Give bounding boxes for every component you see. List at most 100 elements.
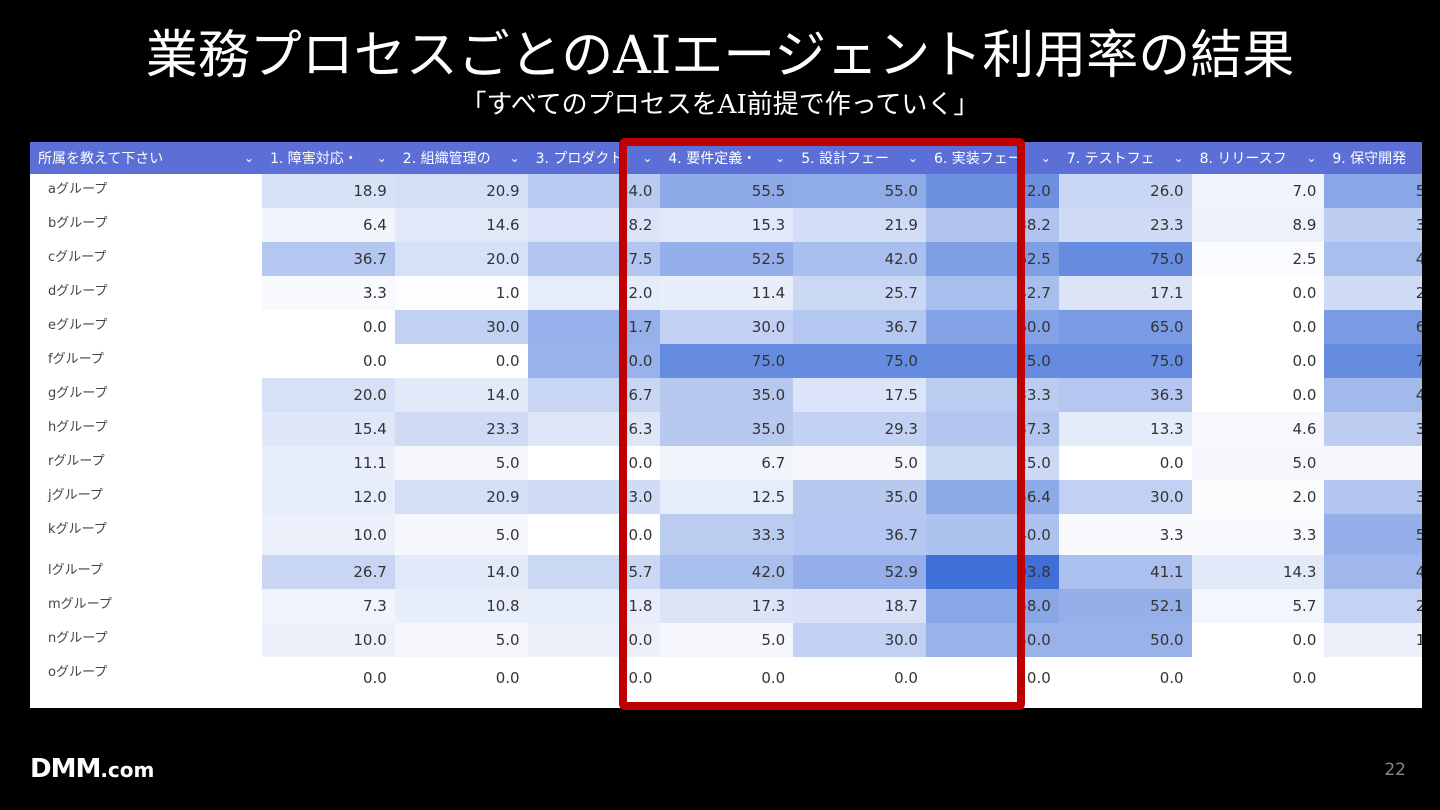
value-cell: 23.0: [527, 480, 661, 514]
value-cell: 8.9: [1191, 208, 1325, 242]
value-cell: 21.9: [793, 208, 926, 242]
value-cell: 75.0: [1058, 344, 1192, 378]
value-cell: 12.0: [262, 480, 395, 514]
group-label: rグループ: [30, 446, 262, 480]
column-header-label: 8. リリースフ: [1199, 151, 1287, 167]
value-cell: 14.6: [394, 208, 528, 242]
value-cell: 42.0: [793, 242, 926, 276]
chevron-down-icon[interactable]: ⌄: [509, 151, 520, 165]
value-cell: 55.0: [793, 174, 926, 208]
value-cell: 2.0: [1191, 480, 1325, 514]
dmm-logo: DMM.com: [30, 754, 155, 784]
column-header-label: 6. 実装フェー: [933, 151, 1022, 167]
value-cell: 17.3: [660, 589, 794, 623]
value-cell: 50.0: [1058, 623, 1192, 657]
value-cell: 6.7: [660, 446, 794, 480]
value-cell: 58.0: [925, 589, 1059, 623]
column-header-5[interactable]: 5. 設計フェー ⌄: [793, 142, 926, 174]
column-header-7[interactable]: 7. テストフェ ⌄: [1058, 142, 1192, 174]
value-cell: 2.5: [1191, 242, 1325, 276]
value-cell: 0.0: [1191, 378, 1325, 412]
value-cell: 51.7: [527, 310, 661, 344]
value-cell: 5.0: [394, 446, 528, 480]
chevron-down-icon[interactable]: ⌄: [1040, 151, 1051, 165]
value-cell: 11.8: [527, 589, 661, 623]
value-cell: 50.0: [527, 344, 661, 378]
value-cell: 7.3: [262, 589, 395, 623]
value-cell: 30.0: [1058, 480, 1192, 514]
column-header-label: 9. 保守開発: [1332, 151, 1407, 167]
value-cell: 57.8: [1324, 174, 1422, 208]
value-cell: 26.7: [262, 555, 395, 589]
group-label: cグループ: [30, 242, 262, 276]
column-header-4[interactable]: 4. 要件定義・ ⌄: [660, 142, 794, 174]
column-header-9[interactable]: 9. 保守開発⌄: [1324, 142, 1422, 174]
value-cell: 32.5: [1324, 412, 1422, 446]
value-cell: 28.7: [1324, 589, 1422, 623]
value-cell: 33.3: [660, 514, 794, 555]
value-cell: 0.0: [1324, 657, 1422, 699]
value-cell: 6.4: [262, 208, 395, 242]
value-cell: 5.7: [1191, 589, 1325, 623]
chevron-down-icon[interactable]: ⌄: [376, 151, 387, 165]
value-cell: 35.0: [660, 412, 794, 446]
value-cell: 5.0: [793, 446, 926, 480]
column-header-8[interactable]: 8. リリースフ ⌄: [1191, 142, 1325, 174]
value-cell: 14.0: [394, 555, 528, 589]
value-cell: 0.0: [262, 310, 395, 344]
chevron-down-icon[interactable]: ⌄: [1306, 151, 1317, 165]
value-cell: 23.0: [1324, 276, 1422, 310]
value-cell: 23.3: [1058, 208, 1192, 242]
chevron-down-icon[interactable]: ⌄: [907, 151, 918, 165]
value-cell: 26.7: [527, 378, 661, 412]
value-cell: 60.0: [925, 310, 1059, 344]
chevron-down-icon[interactable]: ⌄: [1173, 151, 1184, 165]
value-cell: 75.0: [793, 344, 926, 378]
value-cell: 18.9: [262, 174, 395, 208]
value-cell: 12.5: [660, 480, 794, 514]
value-cell: 0.0: [793, 657, 926, 699]
value-cell: 0.0: [1058, 657, 1192, 699]
value-cell: 15.3: [660, 208, 794, 242]
column-header-0[interactable]: 所属を教えて下さい ⌄: [30, 142, 262, 174]
value-cell: 36.7: [793, 310, 926, 344]
value-cell: 36.7: [793, 514, 926, 555]
group-label: gグループ: [30, 378, 262, 412]
value-cell: 10.0: [527, 623, 661, 657]
value-cell: 42.0: [660, 555, 794, 589]
value-cell: 38.2: [925, 208, 1059, 242]
value-cell: 17.5: [793, 378, 926, 412]
table-row: lグループ26.714.025.742.052.993.841.114.347.…: [30, 555, 1422, 589]
value-cell: 0.0: [262, 344, 395, 378]
slide-title: 業務プロセスごとのAIエージェント利用率の結果: [145, 26, 1295, 86]
column-header-6[interactable]: 6. 実装フェー ⌄: [925, 142, 1059, 174]
column-header-3[interactable]: 3. プロダクト ⌄: [527, 142, 661, 174]
value-cell: 52.5: [1324, 514, 1422, 555]
value-cell: 30.0: [660, 310, 794, 344]
value-cell: 75.0: [1058, 242, 1192, 276]
value-cell: 0.0: [1191, 344, 1325, 378]
group-label: oグループ: [30, 657, 262, 699]
value-cell: 13.3: [1058, 412, 1192, 446]
column-header-1[interactable]: 1. 障害対応・ ⌄: [262, 142, 395, 174]
value-cell: 37.3: [1324, 480, 1422, 514]
group-label: dグループ: [30, 276, 262, 310]
value-cell: 3.3: [1191, 514, 1325, 555]
chevron-down-icon[interactable]: ⌄: [775, 151, 786, 165]
chevron-down-icon[interactable]: ⌄: [243, 151, 254, 165]
column-header-2[interactable]: 2. 組織管理の ⌄: [394, 142, 528, 174]
value-cell: 5.0: [394, 514, 528, 555]
value-cell: 62.5: [925, 242, 1059, 276]
value-cell: 3.3: [1058, 514, 1192, 555]
value-cell: 0.0: [1191, 310, 1325, 344]
value-cell: 4.6: [1191, 412, 1325, 446]
chevron-down-icon[interactable]: ⌄: [642, 151, 653, 165]
value-cell: 29.3: [793, 412, 926, 446]
value-cell: 0.0: [262, 657, 395, 699]
